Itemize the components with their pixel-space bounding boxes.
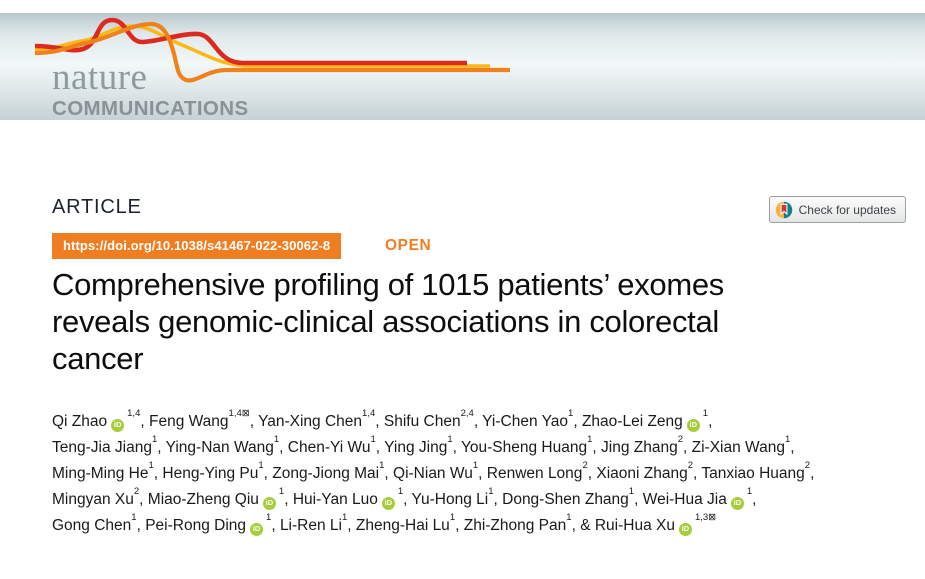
author-affiliations: 1: [587, 433, 593, 445]
author-list: Qi Zhao iD1,4, Feng Wang1,4⊠, Yan-Xing Ch…: [52, 407, 892, 539]
author-affiliations: 1: [148, 459, 154, 471]
author: Miao-Zheng Qiu iD1: [147, 485, 285, 510]
author-affiliations: 1,4⊠: [228, 407, 250, 419]
author: Li-Ren Li1: [279, 511, 348, 534]
author-affiliations: 1,4: [362, 407, 376, 419]
author: Qi-Nian Wu1: [393, 459, 479, 482]
author-affiliations: 2: [133, 485, 140, 497]
author: Ying-Nan Wang1: [165, 433, 280, 456]
article-title: Comprehensive profiling of 1015 patients…: [52, 266, 724, 377]
author-affiliations: 1: [784, 433, 791, 445]
author-affiliations: 1: [370, 433, 376, 445]
author: Gong Chen1: [52, 511, 137, 534]
author: Yan-Xing Chen1,4: [258, 407, 376, 430]
orcid-icon[interactable]: iD: [730, 496, 744, 510]
nature-swoosh-graphic: [34, 17, 510, 83]
swoosh-red-line: [34, 17, 467, 66]
author: Feng Wang1,4⊠: [148, 407, 250, 430]
author: Heng-Ying Pu1: [162, 459, 264, 482]
author-affiliations: 1: [131, 511, 137, 523]
author-line: Ming-Ming He1, Heng-Ying Pu1, Zong-Jiong…: [52, 459, 815, 482]
author: Zhi-Zhong Pan1: [463, 511, 572, 534]
author-line: Qi Zhao iD1,4, Feng Wang1,4⊠, Yan-Xing Ch…: [52, 407, 713, 432]
orcid-icon[interactable]: iD: [111, 418, 125, 432]
author-affiliations: 1,3⊠: [694, 511, 717, 523]
author-affiliations: 1: [273, 433, 280, 445]
author-affiliations: 2: [677, 433, 684, 445]
author-line: Teng-Jia Jiang1, Ying-Nan Wang1, Chen-Yi…: [52, 433, 795, 456]
author-affiliations: 1: [258, 459, 264, 471]
author: Zhao-Lei Zeng iD1: [581, 407, 709, 432]
author: Zi-Xian Wang1: [691, 433, 791, 456]
author-affiliations: 1: [746, 485, 753, 497]
author: Zheng-Hai Lu1: [355, 511, 456, 534]
author-affiliations: 1: [379, 459, 385, 471]
author-line: Gong Chen1, Pei-Rong Ding iD1, Li-Ren Li1…: [52, 511, 717, 536]
author-affiliations: 2: [804, 459, 811, 471]
author-affiliations: 2: [582, 459, 588, 471]
author-affiliations: 1: [397, 485, 404, 497]
author-affiliations: 1: [568, 407, 574, 419]
author-affiliations: 2,4: [460, 407, 474, 419]
author-affiliations: 1: [702, 407, 709, 419]
author: Wei-Hua Jia iD1: [642, 485, 753, 510]
check-for-updates-label: Check for updates: [798, 202, 896, 217]
author: Tanxiao Huang2: [701, 459, 811, 482]
check-for-updates-button[interactable]: Check for updates: [768, 196, 906, 223]
author-line: Mingyan Xu2, Miao-Zheng Qiu iD1, Hui-Yan …: [52, 485, 757, 510]
author: Ying Jing1: [384, 433, 453, 456]
author: Teng-Jia Jiang1: [52, 433, 158, 456]
author-affiliations: 1: [628, 485, 635, 497]
author-affiliations: 1: [447, 433, 453, 445]
author-affiliations: 1: [488, 485, 494, 497]
author: Mingyan Xu2: [52, 485, 140, 508]
title-line: Comprehensive profiling of 1015 patients…: [52, 267, 725, 302]
crossmark-icon: [775, 201, 793, 219]
author: Ming-Ming He1: [52, 459, 154, 482]
journal-logo-communications: COMMUNICATIONS: [52, 97, 249, 120]
author-affiliations: 1: [278, 485, 285, 497]
swoosh-orange-line: [34, 21, 510, 83]
author-affiliations: 2: [687, 459, 693, 471]
journal-logo-nature: nature: [52, 57, 148, 98]
title-line: reveals genomic-clinical associations in…: [52, 304, 720, 339]
author: Jing Zhang2: [601, 433, 684, 456]
author: Shifu Chen2,4: [383, 407, 474, 430]
author: Zong-Jiong Mai1: [272, 459, 385, 482]
author: You-Sheng Huang1: [460, 433, 593, 456]
author-affiliations: 1,4: [127, 407, 141, 419]
author: Dong-Shen Zhang1: [502, 485, 635, 508]
orcid-icon[interactable]: iD: [381, 496, 395, 510]
doi-link[interactable]: https://doi.org/10.1038/s41467-022-30062…: [52, 233, 342, 259]
author: Qi Zhao iD1,4: [52, 407, 141, 432]
author-affiliations: 1: [151, 433, 158, 445]
author: Pei-Rong Ding iD1: [145, 511, 272, 536]
author-affiliations: 1: [449, 511, 456, 523]
journal-logo: nature COMMUNICATIONS: [52, 59, 249, 120]
author: Rui-Hua Xu iD1,3⊠: [594, 511, 717, 536]
orcid-icon[interactable]: iD: [250, 522, 264, 536]
author-affiliations: 1: [472, 459, 479, 471]
orcid-icon[interactable]: iD: [686, 418, 700, 432]
open-access-label: OPEN: [385, 237, 432, 254]
author: Yu-Hong Li1: [411, 485, 494, 508]
author: Yi-Chen Yao1: [482, 407, 574, 430]
title-line: cancer: [52, 341, 144, 376]
author-affiliations: 1: [566, 511, 572, 523]
author-affiliations: 1: [341, 511, 348, 523]
author: Chen-Yi Wu1: [287, 433, 376, 456]
author: Renwen Long2: [486, 459, 588, 482]
author: Hui-Yan Luo iD1: [292, 485, 404, 510]
orcid-icon[interactable]: iD: [262, 496, 276, 510]
orcid-icon[interactable]: iD: [678, 522, 692, 536]
article-type-label: ARTICLE: [52, 196, 142, 218]
journal-banner: nature COMMUNICATIONS: [0, 13, 925, 120]
author: Xiaoni Zhang2: [596, 459, 693, 482]
author-affiliations: 1: [266, 511, 272, 523]
